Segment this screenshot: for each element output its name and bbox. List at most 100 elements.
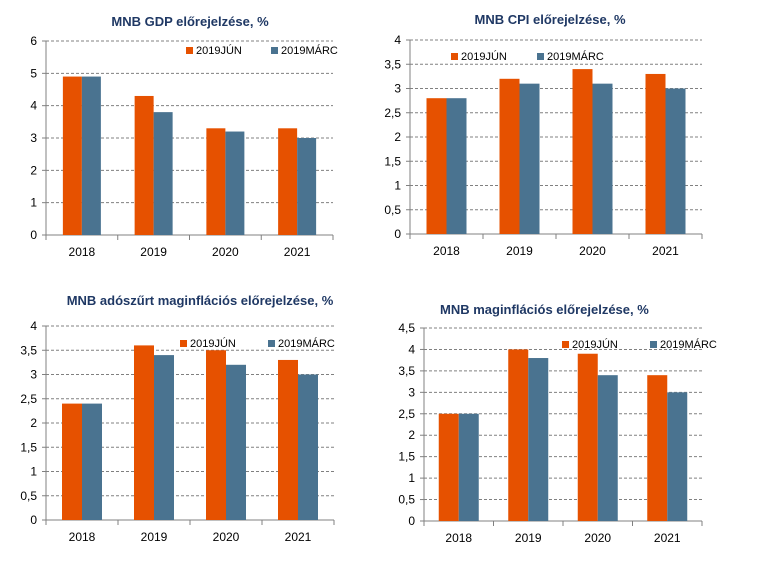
chart-title-cpi: MNB CPI előrejelzése, % [474, 12, 626, 27]
y-tick-label: 3 [30, 131, 37, 145]
x-tick-label: 2021 [654, 531, 681, 545]
bar-marc [597, 375, 618, 521]
bar-jun [134, 345, 154, 520]
y-tick-label: 1 [30, 196, 37, 210]
y-tick-label: 1,5 [20, 440, 37, 454]
bar-marc [446, 98, 467, 234]
y-tick-label: 3 [408, 385, 415, 399]
y-tick-label: 0,5 [398, 493, 415, 507]
x-tick-label: 2019 [140, 245, 167, 259]
y-tick-label: 4,5 [398, 321, 415, 335]
x-tick-label: 2018 [69, 530, 96, 544]
y-tick-label: 6 [30, 34, 37, 48]
legend-swatch-jun [180, 340, 187, 347]
bar-marc [592, 83, 613, 235]
legend-swatch-jun [451, 53, 458, 60]
y-tick-label: 0 [408, 514, 415, 528]
bar-jun [426, 98, 447, 234]
legend-label-jun: 2019JÚN [190, 337, 236, 350]
y-tick-label: 3,5 [398, 364, 415, 378]
y-tick-label: 2 [30, 163, 37, 177]
bar-marc [226, 364, 246, 520]
bar-jun [499, 78, 520, 234]
x-tick-label: 2020 [579, 244, 606, 258]
y-tick-label: 2 [408, 428, 415, 442]
bar-marc [665, 88, 686, 234]
y-tick-label: 1 [30, 465, 37, 479]
y-tick-label: 1,5 [384, 154, 401, 168]
y-tick-label: 2,5 [384, 106, 401, 120]
chart-title-gdp: MNB GDP előrejelzése, % [111, 14, 269, 29]
bar-marc [154, 355, 174, 520]
y-tick-label: 2,5 [20, 392, 37, 406]
legend-label-marc: 2019MÁRC [281, 44, 338, 57]
x-tick-label: 2020 [213, 530, 240, 544]
legend-swatch-marc [537, 53, 544, 60]
legend-swatch-marc [271, 47, 278, 54]
bar-jun [278, 128, 298, 235]
x-tick-label: 2021 [285, 530, 312, 544]
y-tick-label: 0 [30, 228, 37, 242]
y-tick-label: 0 [394, 227, 401, 241]
bar-marc [153, 112, 173, 235]
bar-marc [519, 83, 540, 235]
bar-jun [134, 95, 154, 235]
legend-swatch-marc [268, 340, 275, 347]
y-tick-label: 1,5 [398, 450, 415, 464]
chart-title-core-tax-adjusted: MNB adószűrt maginflációs előrejelzése, … [66, 293, 334, 308]
y-tick-label: 3 [30, 368, 37, 382]
y-tick-label: 3,5 [20, 343, 37, 357]
legend-swatch-jun [186, 47, 193, 54]
x-tick-label: 2019 [141, 530, 168, 544]
y-tick-label: 4 [394, 33, 401, 47]
y-tick-label: 0,5 [384, 203, 401, 217]
y-tick-label: 4 [30, 319, 37, 333]
bar-jun [572, 69, 593, 234]
x-tick-label: 2020 [584, 531, 611, 545]
legend-swatch-marc [650, 341, 657, 348]
bar-marc [82, 403, 102, 520]
y-tick-label: 0,5 [20, 489, 37, 503]
legend-label-marc: 2019MÁRC [547, 50, 604, 63]
bar-jun [62, 403, 82, 520]
legend-label-jun: 2019JÚN [196, 44, 242, 57]
y-tick-label: 2 [394, 130, 401, 144]
bar-jun [278, 359, 298, 520]
y-tick-label: 2,5 [398, 407, 415, 421]
bar-jun [206, 128, 226, 235]
legend-swatch-jun [562, 341, 569, 348]
bar-marc [667, 392, 688, 521]
y-tick-label: 1 [408, 471, 415, 485]
x-tick-label: 2020 [212, 245, 239, 259]
y-tick-label: 3 [394, 82, 401, 96]
y-tick-label: 1 [394, 179, 401, 193]
bar-marc [458, 413, 479, 521]
legend-label-marc: 2019MÁRC [278, 337, 335, 350]
bar-marc [528, 358, 549, 521]
bar-marc [298, 374, 318, 520]
y-tick-label: 4 [30, 99, 37, 113]
bar-marc [81, 76, 101, 235]
y-tick-label: 0 [30, 513, 37, 527]
bar-jun [645, 73, 666, 234]
bar-jun [647, 375, 668, 521]
bar-jun [438, 413, 459, 521]
bar-marc [297, 138, 317, 235]
y-tick-label: 4 [408, 342, 415, 356]
x-tick-label: 2021 [284, 245, 311, 259]
x-tick-label: 2019 [515, 531, 542, 545]
legend-label-jun: 2019JÚN [572, 338, 618, 351]
x-tick-label: 2021 [652, 244, 679, 258]
chart-title-core: MNB maginflációs előrejelzése, % [440, 302, 649, 317]
bar-marc [225, 131, 245, 235]
x-tick-label: 2019 [506, 244, 533, 258]
y-tick-label: 2 [30, 416, 37, 430]
bar-jun [206, 350, 226, 520]
bar-jun [508, 349, 529, 521]
x-tick-label: 2018 [69, 245, 96, 259]
legend-label-marc: 2019MÁRC [660, 338, 717, 351]
y-tick-label: 5 [30, 66, 37, 80]
legend-label-jun: 2019JÚN [461, 50, 507, 63]
bar-jun [577, 353, 598, 521]
